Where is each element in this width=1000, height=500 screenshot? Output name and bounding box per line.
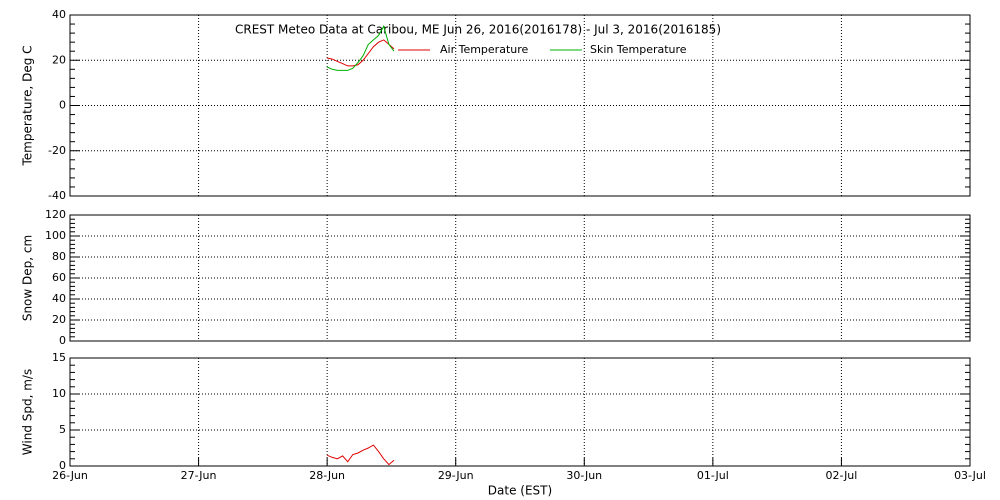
y-tick-label: 40 [52, 292, 66, 305]
x-tick-label: 03-Jul [954, 469, 986, 482]
x-tick-label: 01-Jul [697, 469, 729, 482]
y-tick-label: 20 [52, 53, 66, 66]
y-axis-label: Snow Dep, cm [21, 235, 35, 321]
y-tick-label: 15 [52, 351, 66, 364]
x-tick-label: 30-Jun [566, 469, 602, 482]
y-tick-label: 60 [52, 271, 66, 284]
y-tick-label: 120 [45, 208, 66, 221]
x-axis-label: Date (EST) [488, 484, 552, 498]
y-axis-label: Temperature, Deg C [21, 45, 35, 166]
chart-title: CREST Meteo Data at Caribou, ME Jun 26, … [235, 23, 721, 37]
y-tick-label: 80 [52, 250, 66, 263]
y-tick-label: 0 [59, 334, 66, 347]
data-line [326, 25, 395, 71]
y-axis-label: Wind Spd, m/s [21, 369, 35, 455]
plot-frame [69, 357, 971, 467]
y-tick-label: -20 [48, 144, 66, 157]
y-tick-label: 100 [45, 229, 66, 242]
legend-label: Skin Temperature [590, 43, 687, 56]
y-tick-label: 40 [52, 8, 66, 21]
data-line [326, 39, 395, 67]
x-tick-label: 28-Jun [309, 469, 345, 482]
data-line [326, 444, 395, 466]
y-tick-label: 20 [52, 313, 66, 326]
y-tick-label: 0 [59, 99, 66, 112]
y-tick-label: 10 [52, 387, 66, 400]
x-tick-label: 27-Jun [181, 469, 217, 482]
legend-label: Air Temperature [440, 43, 529, 56]
x-tick-label: 26-Jun [52, 469, 88, 482]
y-tick-label: 5 [59, 423, 66, 436]
y-tick-label: 0 [59, 459, 66, 472]
x-tick-label: 29-Jun [438, 469, 474, 482]
x-tick-label: 02-Jul [825, 469, 857, 482]
y-tick-label: -40 [48, 189, 66, 202]
